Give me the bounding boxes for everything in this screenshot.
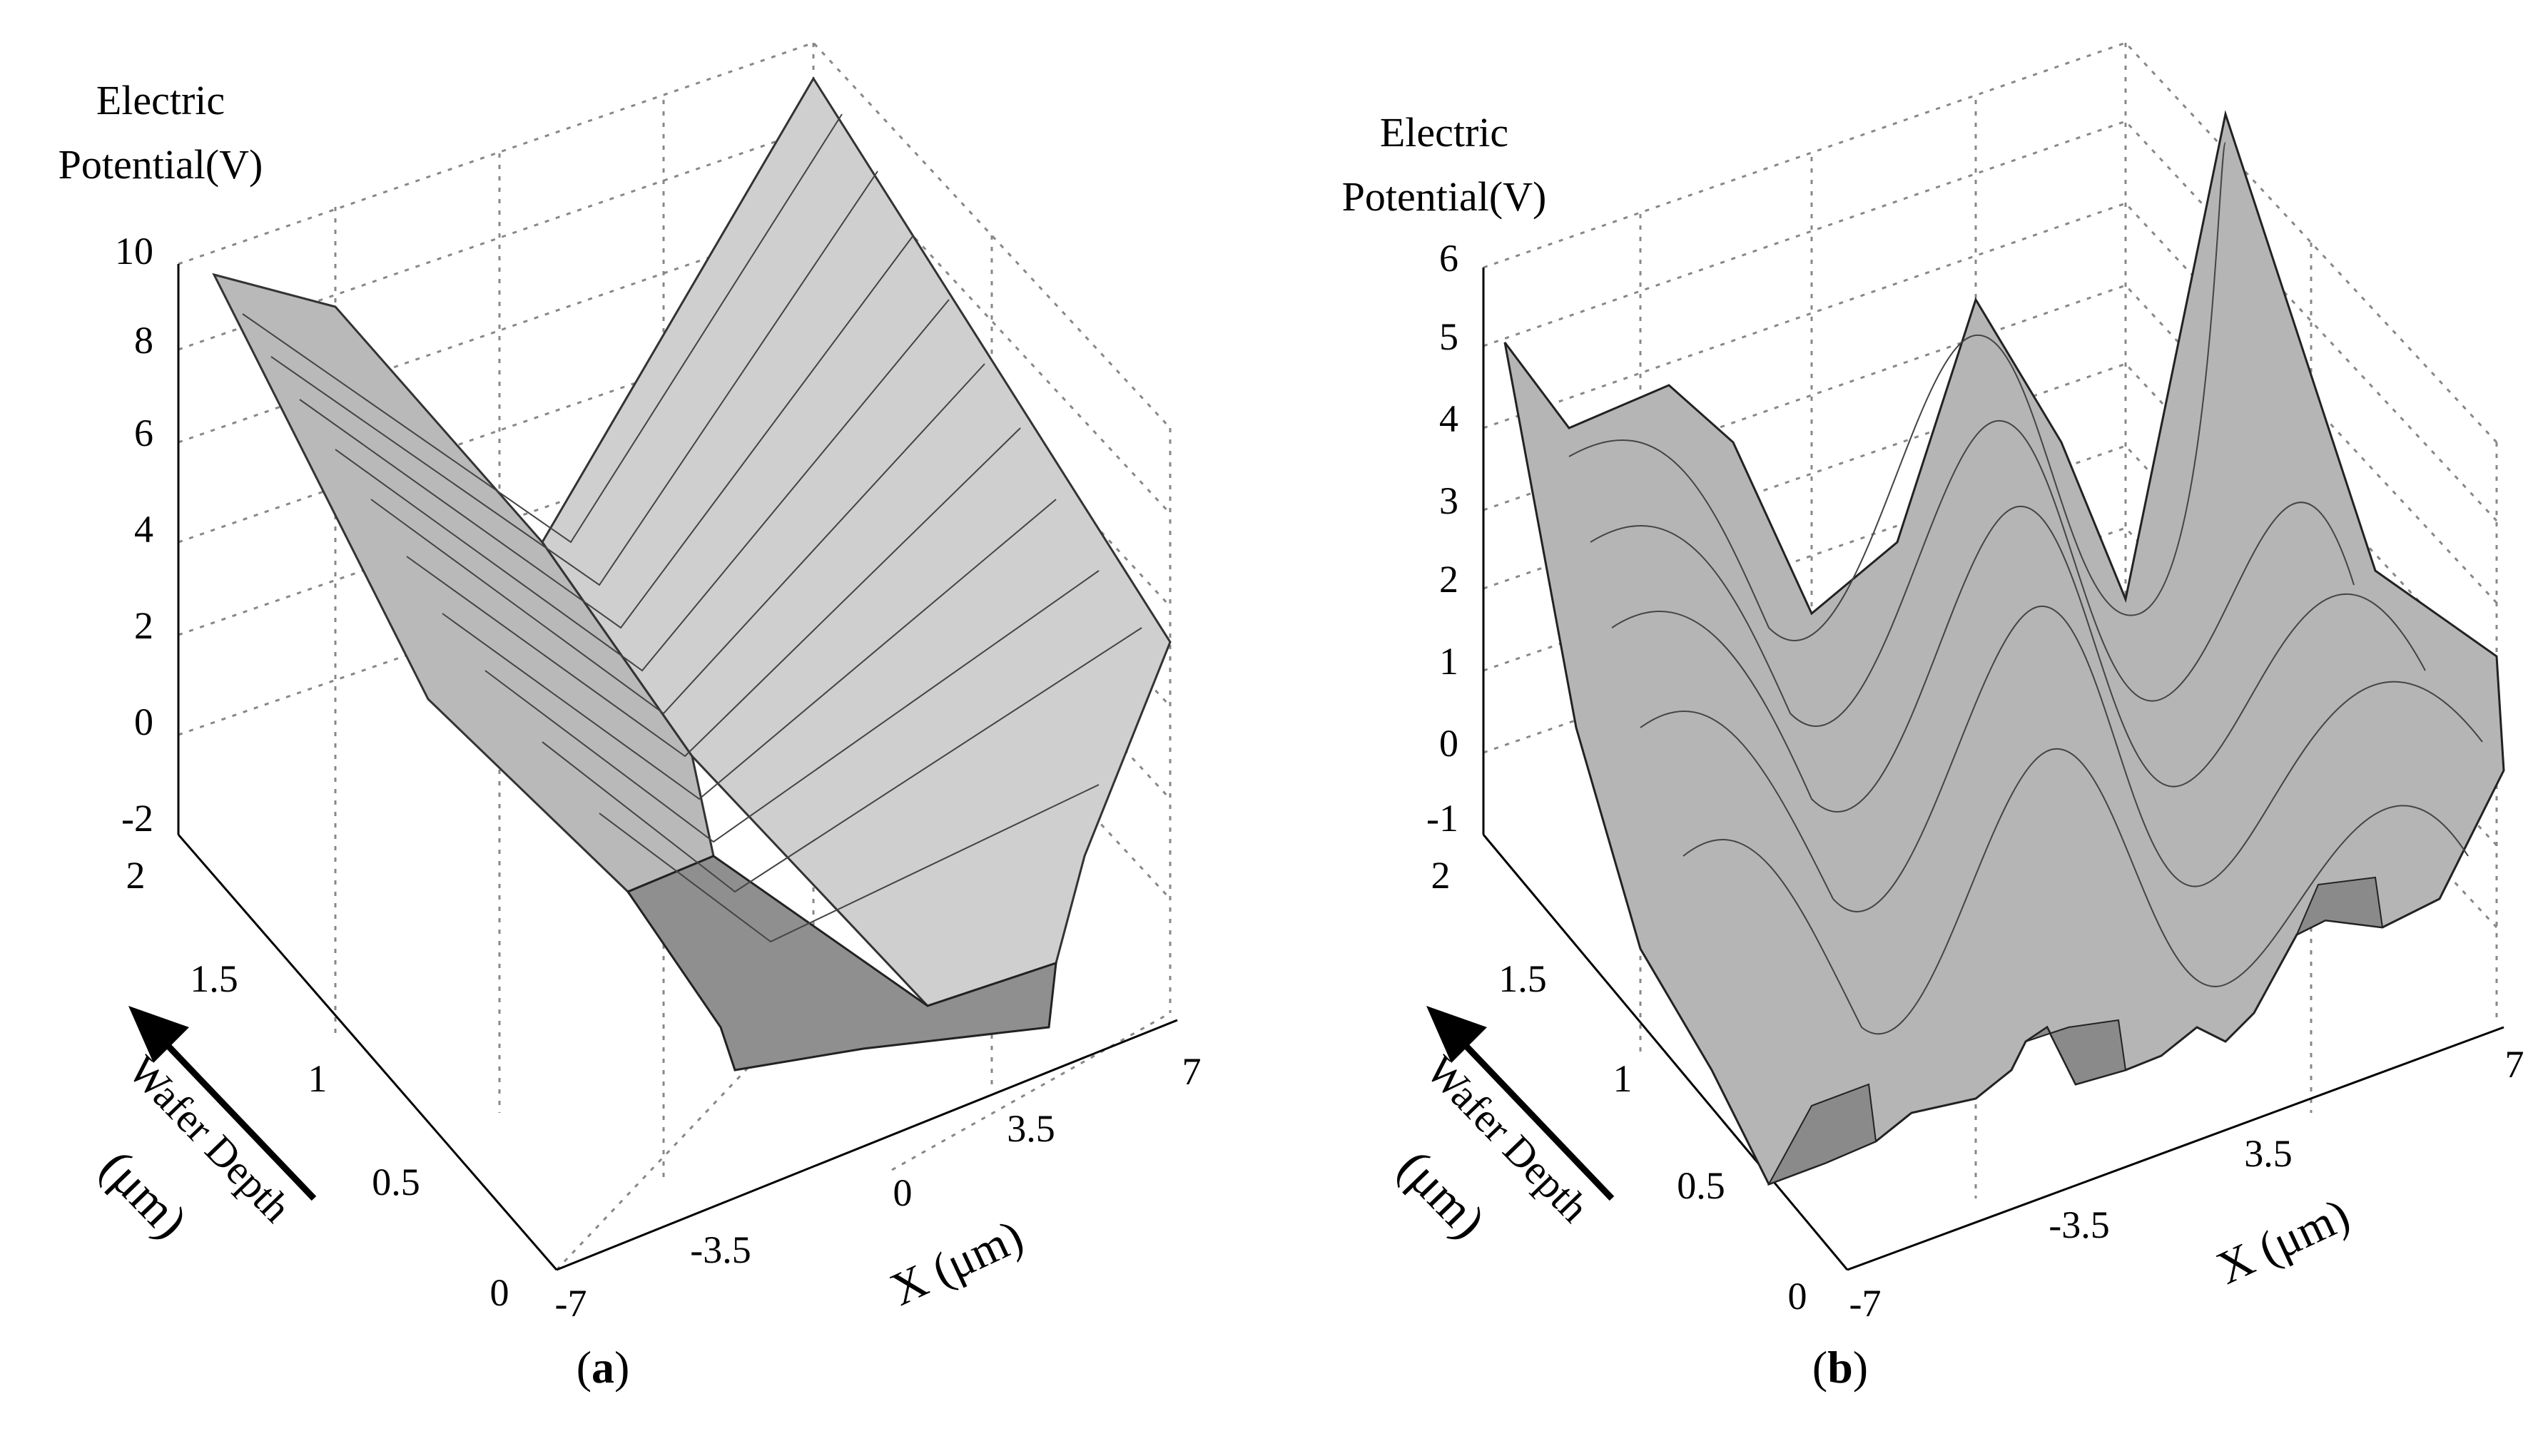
z-tick-label: 4: [1439, 397, 1458, 440]
z-tick-label: 3: [1439, 479, 1458, 522]
z-tick-label: -1: [1426, 797, 1458, 840]
x-tick-label: 3.5: [2244, 1132, 2293, 1175]
x-tick-label: -7: [555, 1282, 587, 1325]
caption-close: ): [1852, 1342, 1869, 1393]
surface-body-b: [1503, 110, 2505, 1186]
z-tick-label: 0: [1439, 722, 1458, 765]
z-tick-label: 10: [115, 230, 153, 273]
surface-plot-a: 10 8 6 4 2 0 -2 2 1.5 1 0.5 0 -7 -3.5 0 …: [59, 41, 1202, 1325]
y-tick-label: 1: [1613, 1057, 1633, 1100]
y-tick-label: 0: [1788, 1275, 1807, 1318]
x-tick-label: -3.5: [690, 1228, 751, 1271]
z-axis-label-line1: Electric: [96, 77, 225, 123]
z-ticks-a: 10 8 6 4 2 0 -2: [115, 230, 153, 840]
y-ticks-b: 2 1.5 1 0.5 0: [1431, 854, 1807, 1318]
y-tick-label: 0.5: [372, 1161, 420, 1203]
x-tick-label: -7: [1849, 1282, 1882, 1325]
surface-trough-a: [626, 855, 1057, 1071]
trough-floor-3-b: [2295, 876, 2384, 937]
y-tick-label: 2: [1431, 854, 1451, 897]
axis-lines-b: [1482, 268, 2504, 1271]
y-axis-label-line2: (μm): [89, 1140, 198, 1249]
surface-mesh-a: [212, 76, 1172, 1071]
z-tick-label: 0: [134, 701, 153, 743]
x-tick-label: 7: [1182, 1050, 1202, 1093]
y-tick-label: 1: [308, 1057, 328, 1100]
x-tick-label: -3.5: [2049, 1203, 2109, 1246]
z-axis-label-line1: Electric: [1380, 109, 1508, 156]
z-tick-label: 2: [134, 604, 153, 647]
y-tick-label: 2: [126, 854, 146, 897]
x-ticks-b: -7 -3.5 3.5 7: [1849, 1043, 2524, 1325]
z-tick-label: 6: [1439, 237, 1458, 280]
depth-arrow-b: [1426, 1006, 1615, 1201]
y-tick-label: 0: [490, 1271, 509, 1314]
z-tick-label: 8: [134, 319, 153, 362]
z-ticks-b: 6 5 4 3 2 1 0 -1: [1426, 237, 1458, 840]
z-tick-label: 1: [1439, 640, 1458, 683]
depth-arrow-a: [128, 1006, 317, 1201]
surface-plot-b: 6 5 4 3 2 1 0 -1 2 1.5 1 0.5 0 -7 -3.5 3…: [1342, 41, 2524, 1325]
caption-letter: b: [1827, 1342, 1853, 1393]
x-ticks-a: -7 -3.5 0 3.5 7: [555, 1050, 1202, 1325]
z-tick-label: 5: [1439, 315, 1458, 358]
axis-lines-a: [177, 264, 1178, 1271]
caption-open: (: [1812, 1342, 1828, 1393]
panel-b: 6 5 4 3 2 1 0 -1 2 1.5 1 0.5 0 -7 -3.5 3…: [1269, 0, 2538, 1456]
panel-a: 10 8 6 4 2 0 -2 2 1.5 1 0.5 0 -7 -3.5 0 …: [59, 41, 1202, 1394]
z-tick-label: 2: [1439, 558, 1458, 601]
x-tick-label: 7: [2505, 1043, 2524, 1086]
y-ticks-a: 2 1.5 1 0.5 0: [126, 854, 509, 1314]
x-axis-label: X (μm): [2209, 1188, 2357, 1295]
z-axis-label-line2: Potential(V): [59, 141, 263, 188]
trough-floor-2-b: [2025, 1019, 2127, 1086]
x-tick-label: 0: [893, 1171, 913, 1214]
z-tick-label: 4: [134, 508, 153, 551]
surface-left-wing-a: [212, 273, 715, 893]
z-tick-label: -2: [121, 797, 153, 840]
caption-b: (b): [1769, 1341, 1912, 1394]
y-tick-label: 0.5: [1677, 1164, 1725, 1207]
y-tick-label: 1.5: [190, 957, 238, 1000]
x-axis-label: X (μm): [883, 1210, 1030, 1316]
x-tick-label: 3.5: [1007, 1107, 1055, 1150]
caption-open: (: [576, 1342, 592, 1393]
surface-mesh-b: [1503, 110, 2505, 1186]
trough-floor-1-b: [1767, 1083, 1877, 1186]
y-tick-label: 1.5: [1498, 957, 1547, 1000]
y-axis-label-line2: (μm): [1387, 1140, 1496, 1249]
z-axis-label-line2: Potential(V): [1342, 173, 1547, 220]
caption-letter: a: [592, 1342, 614, 1393]
z-tick-label: 6: [134, 412, 153, 454]
caption-close: ): [614, 1342, 630, 1393]
caption-a: (a): [532, 1341, 674, 1394]
